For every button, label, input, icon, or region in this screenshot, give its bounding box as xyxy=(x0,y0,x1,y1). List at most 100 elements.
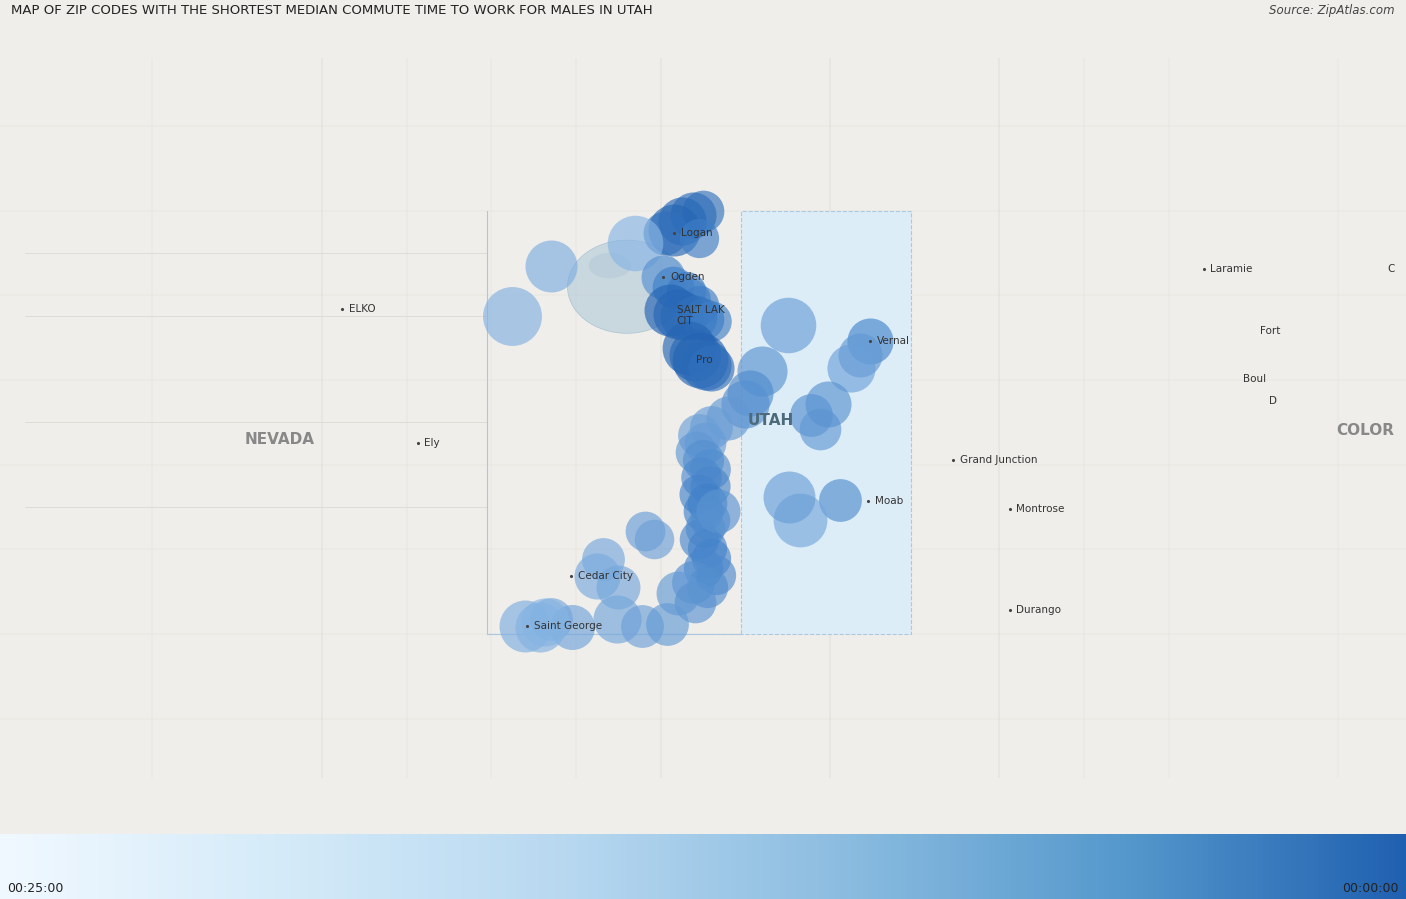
Point xyxy=(700,550,723,565)
Point xyxy=(678,341,700,355)
Text: Moab: Moab xyxy=(875,496,903,506)
Point xyxy=(688,428,710,442)
Text: Montrose: Montrose xyxy=(1017,503,1064,513)
Point xyxy=(696,540,718,555)
Point xyxy=(682,574,704,589)
Point xyxy=(696,495,718,510)
Point xyxy=(634,523,657,538)
Point xyxy=(692,561,714,575)
Point xyxy=(654,227,676,241)
Point xyxy=(643,532,665,547)
Text: Saint George: Saint George xyxy=(534,620,602,630)
Point xyxy=(800,408,823,423)
Point xyxy=(700,419,723,433)
Point xyxy=(859,334,882,348)
Text: Grand Junction: Grand Junction xyxy=(960,455,1038,465)
Point xyxy=(692,203,714,218)
Point xyxy=(666,307,689,321)
Point xyxy=(655,617,678,631)
Point xyxy=(606,611,628,626)
Text: UTAH: UTAH xyxy=(748,413,794,428)
Point xyxy=(839,360,862,375)
Point xyxy=(631,619,654,633)
Point xyxy=(607,580,630,594)
Point xyxy=(529,620,551,635)
Point xyxy=(682,208,704,222)
Point xyxy=(688,532,710,547)
Point xyxy=(662,280,685,294)
Point xyxy=(688,487,710,502)
Point xyxy=(692,453,714,467)
Text: ELKO: ELKO xyxy=(349,304,375,314)
Text: Pro: Pro xyxy=(696,355,713,365)
Point xyxy=(778,490,800,504)
Point xyxy=(683,310,706,325)
Text: NEVADA: NEVADA xyxy=(245,432,315,447)
Point xyxy=(830,493,852,507)
Point xyxy=(592,552,614,566)
Point xyxy=(679,292,702,307)
Point xyxy=(534,615,557,629)
Point xyxy=(717,411,740,425)
Point xyxy=(673,308,696,323)
Point xyxy=(808,422,831,436)
Point xyxy=(624,236,647,250)
Point xyxy=(688,230,710,245)
Text: Vernal: Vernal xyxy=(876,336,910,346)
Point xyxy=(695,358,717,372)
Point xyxy=(586,569,609,583)
Point xyxy=(666,586,689,601)
Point xyxy=(817,396,839,411)
Text: Ogden: Ogden xyxy=(671,271,704,281)
Text: Cedar City: Cedar City xyxy=(578,572,633,582)
Point xyxy=(696,580,718,594)
Point xyxy=(692,504,714,519)
Point xyxy=(689,353,711,368)
Text: Fort: Fort xyxy=(1260,325,1281,336)
Point xyxy=(751,364,773,378)
Text: D: D xyxy=(1268,396,1277,406)
Text: 00:25:00: 00:25:00 xyxy=(7,882,63,895)
Point xyxy=(699,462,721,476)
Text: Logan: Logan xyxy=(681,228,713,238)
Point xyxy=(659,303,682,317)
Point xyxy=(501,308,523,323)
Point xyxy=(693,521,716,535)
Point xyxy=(540,611,562,626)
Text: Durango: Durango xyxy=(1017,605,1062,615)
Point xyxy=(671,213,693,227)
Point xyxy=(664,223,686,237)
Point xyxy=(738,386,761,400)
Point xyxy=(693,436,716,450)
Point xyxy=(692,312,714,326)
Text: MAP OF ZIP CODES WITH THE SHORTEST MEDIAN COMMUTE TIME TO WORK FOR MALES IN UTAH: MAP OF ZIP CODES WITH THE SHORTEST MEDIA… xyxy=(11,4,652,17)
Text: COLOR: COLOR xyxy=(1337,423,1395,438)
Point xyxy=(675,284,697,298)
Polygon shape xyxy=(486,211,911,634)
Text: Source: ZipAtlas.com: Source: ZipAtlas.com xyxy=(1270,4,1395,17)
Point xyxy=(704,567,727,582)
Text: Laramie: Laramie xyxy=(1211,264,1253,274)
Point xyxy=(700,360,723,375)
Text: Boul: Boul xyxy=(1243,374,1267,384)
Point xyxy=(848,347,870,361)
Point xyxy=(789,512,811,527)
Point xyxy=(690,470,713,485)
Point xyxy=(707,504,730,519)
Point xyxy=(776,317,799,332)
Text: 00:00:00: 00:00:00 xyxy=(1343,882,1399,895)
Point xyxy=(688,298,710,313)
Point xyxy=(685,445,707,459)
Point xyxy=(683,594,706,609)
Text: SALT LAK
CIT: SALT LAK CIT xyxy=(676,305,724,326)
Ellipse shape xyxy=(568,240,686,334)
Ellipse shape xyxy=(589,253,631,279)
Text: C: C xyxy=(1388,264,1395,274)
Point xyxy=(683,347,706,361)
Point xyxy=(700,314,723,328)
Point xyxy=(699,478,721,493)
Point xyxy=(540,258,562,272)
Point xyxy=(652,270,675,284)
Point xyxy=(734,396,756,411)
Text: Ely: Ely xyxy=(425,439,440,449)
